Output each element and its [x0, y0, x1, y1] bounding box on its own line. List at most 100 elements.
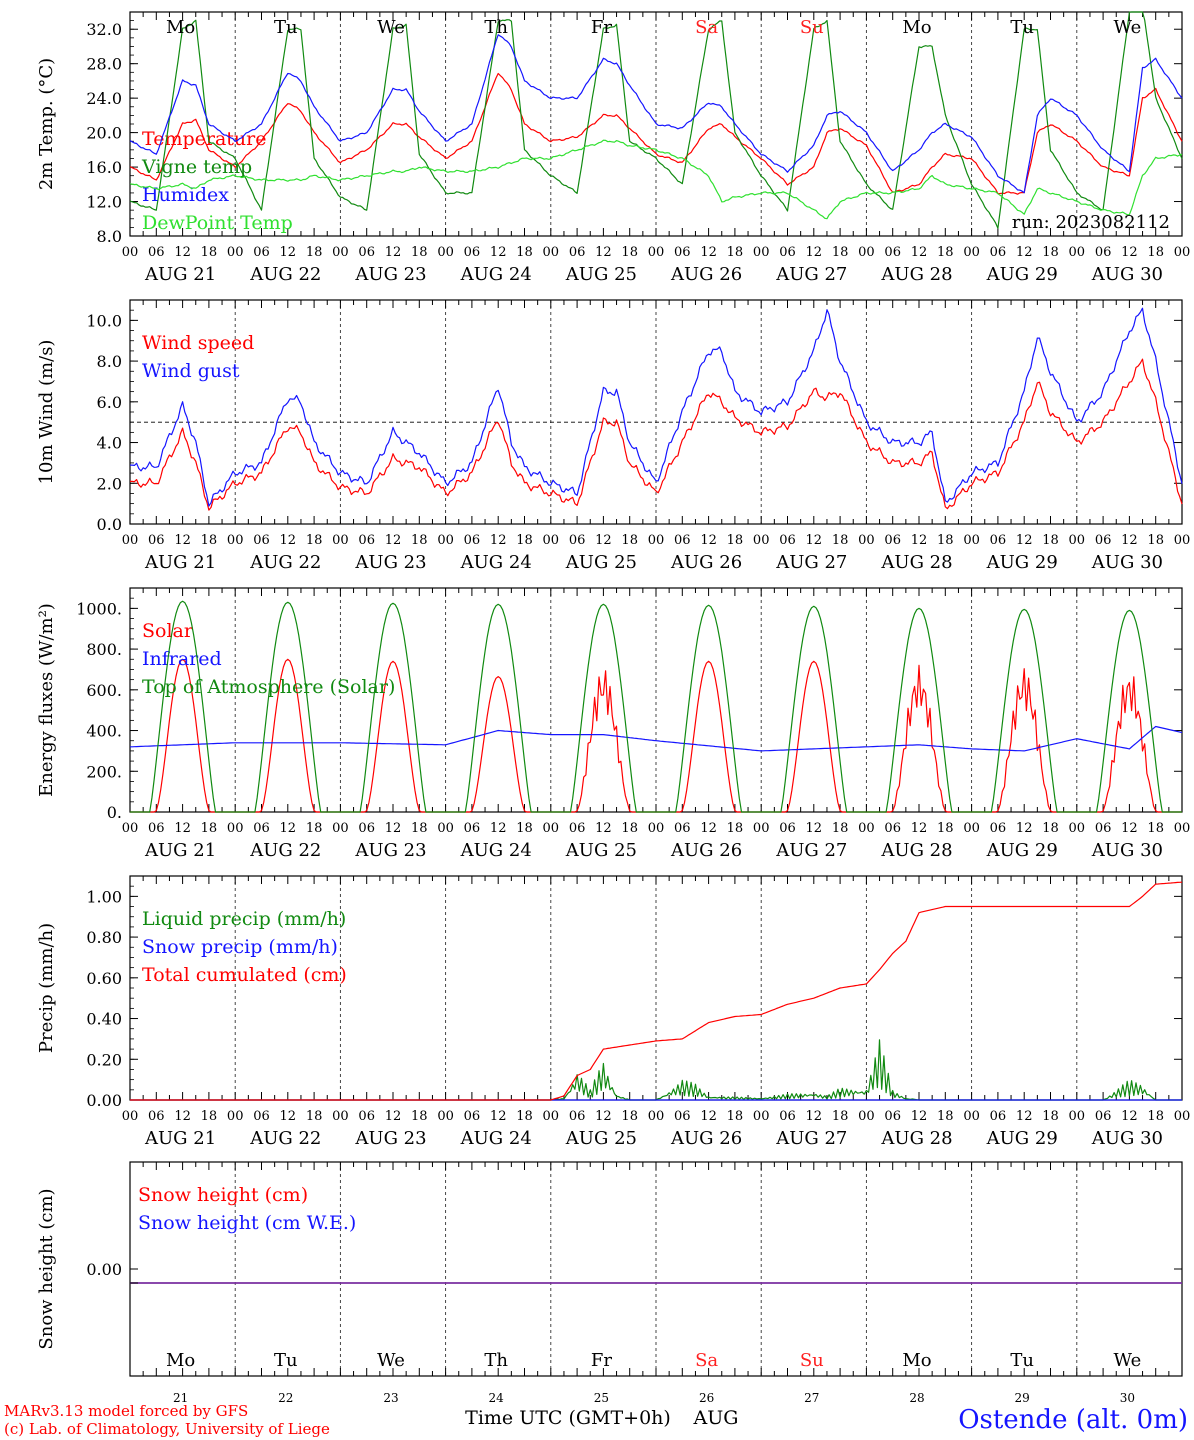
hour-tick-label: 06	[1095, 533, 1112, 548]
hour-tick-label: 12	[490, 1109, 507, 1124]
weekday-label-bottom: Sa	[695, 1350, 718, 1371]
hour-tick-label: 00	[227, 533, 244, 548]
hour-tick-label: 00	[227, 1109, 244, 1124]
hour-tick-label: 12	[911, 533, 928, 548]
hour-tick-label: 18	[306, 821, 323, 836]
day-label: AUG 21	[144, 552, 216, 573]
hour-tick-label: 12	[490, 533, 507, 548]
hour-tick-label: 06	[990, 821, 1007, 836]
series-vigne-temp	[129, 11, 1183, 229]
day-number: 25	[594, 1391, 609, 1405]
day-label: AUG 26	[670, 1128, 742, 1149]
hour-tick-label: 12	[1016, 821, 1033, 836]
hour-tick-label: 00	[963, 533, 980, 548]
hour-tick-label: 00	[122, 533, 139, 548]
day-label: AUG 24	[460, 264, 532, 285]
y-tick-label: 0.60	[86, 969, 122, 988]
hour-tick-label: 12	[700, 1109, 717, 1124]
y-tick-label: 6.0	[97, 393, 122, 412]
hour-tick-label: 00	[332, 1109, 349, 1124]
weekday-label: Tu	[274, 17, 298, 38]
day-label: AUG 28	[880, 552, 952, 573]
hour-tick-label: 00	[437, 245, 454, 260]
day-label: AUG 27	[775, 264, 847, 285]
hour-tick-label: 06	[253, 1109, 270, 1124]
day-label: AUG 26	[670, 552, 742, 573]
hour-tick-label: 18	[1147, 245, 1164, 260]
y-tick-label: 400.	[86, 722, 122, 741]
hour-tick-label: 18	[411, 533, 428, 548]
hour-tick-label: 18	[1042, 821, 1059, 836]
day-label: AUG 30	[1091, 264, 1163, 285]
panel-1: 8.0 12.0 16.0 20.0 24.0 28.0 32.0 2m Temp. (°C)…	[36, 11, 1190, 285]
hour-tick-label: 12	[806, 533, 823, 548]
hour-tick-label: 12	[490, 821, 507, 836]
hour-tick-label: 06	[464, 245, 481, 260]
hour-tick-label: 00	[1174, 821, 1191, 836]
hour-tick-label: 06	[884, 533, 901, 548]
day-label: AUG 27	[775, 1128, 847, 1149]
weekday-label: Sa	[695, 17, 718, 38]
day-label: AUG 26	[670, 840, 742, 861]
hour-tick-label: 06	[148, 245, 165, 260]
hour-tick-label: 06	[358, 821, 375, 836]
y-tick-label: 8.0	[97, 352, 122, 371]
hour-tick-label: 12	[1016, 1109, 1033, 1124]
day-label: AUG 25	[565, 840, 637, 861]
hour-tick-label: 12	[595, 245, 612, 260]
hour-tick-label: 00	[753, 1109, 770, 1124]
y-axis-label: Energy fluxes (W/m²)	[36, 603, 57, 797]
hour-tick-label: 06	[1095, 821, 1112, 836]
hour-tick-label: 12	[911, 245, 928, 260]
y-tick-label: 1000.	[76, 599, 122, 618]
y-tick-label: 32.0	[86, 20, 122, 39]
hour-tick-label: 18	[201, 533, 218, 548]
hour-tick-label: 18	[306, 533, 323, 548]
hour-tick-label: 06	[464, 821, 481, 836]
hour-tick-label: 18	[621, 533, 638, 548]
hour-tick-label: 12	[806, 1109, 823, 1124]
legend-series-snow-height-cm-w-e: Snow height (cm W.E.)	[138, 1212, 356, 1234]
day-label: AUG 24	[460, 1128, 532, 1149]
legend-series-humidex: Humidex	[142, 184, 229, 206]
legend-series-vigne-temp: Vigne temp	[141, 156, 252, 178]
day-number: 21	[173, 1391, 188, 1405]
panel-frame	[129, 587, 1183, 813]
hour-tick-label: 18	[516, 245, 533, 260]
y-tick-label: 16.0	[86, 158, 122, 177]
series-infrared	[130, 725, 1183, 752]
day-number: 29	[1015, 1391, 1030, 1405]
hour-tick-label: 00	[543, 533, 560, 548]
hour-tick-label: 12	[911, 1109, 928, 1124]
hour-tick-label: 00	[1174, 533, 1191, 548]
day-number: 28	[909, 1391, 924, 1405]
day-label: AUG 27	[775, 552, 847, 573]
hour-tick-label: 06	[884, 245, 901, 260]
y-tick-label: 0.20	[86, 1050, 122, 1069]
hour-tick-label: 18	[1042, 1109, 1059, 1124]
hour-tick-label: 18	[1147, 821, 1164, 836]
day-label: AUG 22	[249, 1128, 321, 1149]
y-axis-label: 10m Wind (m/s)	[36, 340, 57, 485]
hour-tick-label: 18	[727, 1109, 744, 1124]
hour-tick-label: 06	[148, 1109, 165, 1124]
y-tick-label: 200.	[86, 762, 122, 781]
day-label: AUG 23	[354, 840, 426, 861]
hour-tick-label: 00	[648, 1109, 665, 1124]
hour-tick-label: 12	[174, 533, 191, 548]
y-tick-label: 24.0	[86, 89, 122, 108]
hour-tick-label: 00	[332, 533, 349, 548]
series-total-cumulated-cm	[130, 881, 1183, 1101]
hour-tick-label: 18	[621, 245, 638, 260]
hour-tick-label: 12	[385, 1109, 402, 1124]
hour-tick-label: 06	[884, 821, 901, 836]
lab-credit: (c) Lab. of Climatology, University of L…	[4, 1420, 330, 1438]
weekday-label-bottom: Tu	[274, 1350, 298, 1371]
hour-tick-label: 06	[569, 533, 586, 548]
legend-series-wind-speed: Wind speed	[142, 332, 254, 354]
day-label: AUG 29	[986, 1128, 1058, 1149]
legend-series-liquid-precip-mm-h: Liquid precip (mm/h)	[142, 908, 346, 930]
day-label: AUG 22	[249, 264, 321, 285]
hour-tick-label: 18	[832, 1109, 849, 1124]
